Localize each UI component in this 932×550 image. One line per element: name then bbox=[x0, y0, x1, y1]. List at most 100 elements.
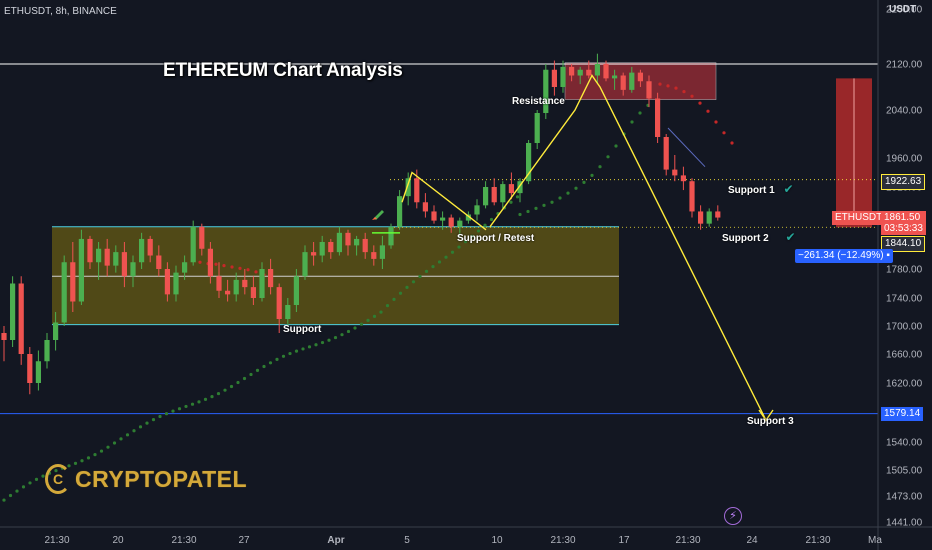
candle-body bbox=[61, 262, 67, 323]
lightning-icon[interactable]: ⚡ bbox=[724, 507, 742, 525]
sar-dot bbox=[73, 461, 78, 465]
candle-body bbox=[663, 137, 669, 170]
candle-body bbox=[698, 211, 704, 224]
sar-dot bbox=[216, 391, 221, 396]
candle-body bbox=[422, 202, 428, 212]
sar-dot bbox=[15, 489, 19, 493]
candle-body bbox=[655, 98, 661, 137]
candle-body bbox=[216, 276, 222, 291]
y-tick-label: 1780.00 bbox=[886, 265, 923, 276]
x-tick-label: 21:30 bbox=[44, 535, 69, 546]
sar-dot bbox=[8, 493, 13, 498]
sar-dot bbox=[682, 90, 686, 94]
candle-body bbox=[139, 238, 145, 263]
sar-dot bbox=[151, 418, 156, 422]
sar-dot bbox=[614, 144, 618, 148]
sar-dot bbox=[372, 314, 377, 319]
y-tick-label: 1441.00 bbox=[886, 518, 923, 529]
y-tick-label: 1960.00 bbox=[886, 154, 923, 165]
y-tick-label: 1620.00 bbox=[886, 379, 923, 390]
candle-body bbox=[672, 169, 678, 176]
support-1-text: Support 1 bbox=[728, 185, 775, 196]
sar-dot bbox=[333, 335, 338, 340]
candle-body bbox=[526, 143, 532, 182]
measure-badge: −261.34 (−12.49%) ▪ bbox=[795, 249, 893, 263]
candle-body bbox=[182, 262, 188, 273]
candle-body bbox=[302, 252, 308, 277]
x-tick-label: 10 bbox=[491, 535, 503, 546]
candle-body bbox=[646, 81, 652, 99]
sar-dot bbox=[566, 191, 570, 195]
sar-dot bbox=[254, 270, 258, 274]
x-tick-label: 21:30 bbox=[550, 535, 575, 546]
sar-dot bbox=[666, 84, 670, 88]
y-tick-label: 1473.00 bbox=[886, 492, 923, 503]
candle-body bbox=[594, 64, 600, 76]
candle-body bbox=[612, 75, 618, 79]
projection-arrow bbox=[489, 74, 767, 421]
sar-dot bbox=[550, 200, 554, 204]
sar-dot bbox=[230, 265, 234, 269]
sar-dot bbox=[558, 196, 562, 200]
candle-body bbox=[250, 287, 256, 298]
sar-dot bbox=[197, 400, 201, 404]
sar-dot bbox=[106, 445, 110, 449]
candle-body bbox=[440, 217, 446, 221]
sar-dot bbox=[275, 357, 279, 361]
sar-dot bbox=[246, 268, 250, 272]
sar-dot bbox=[444, 255, 448, 259]
sar-dot bbox=[590, 173, 594, 177]
candle-body bbox=[78, 238, 84, 302]
candle-body bbox=[27, 354, 33, 383]
currency-label: USDT bbox=[889, 4, 917, 15]
sar-dot bbox=[210, 395, 214, 399]
sar-dot bbox=[722, 131, 726, 135]
logo-text: CRYPTOPATEL bbox=[75, 465, 248, 492]
symbol-tag: ETHUSDT bbox=[832, 211, 886, 225]
candle-body bbox=[689, 181, 695, 212]
symbol-label[interactable]: ETHUSDT, 8h, BINANCE bbox=[4, 6, 117, 17]
sar-dot bbox=[526, 209, 530, 214]
candle-body bbox=[199, 226, 205, 249]
sar-dot bbox=[184, 404, 188, 409]
sar-dot bbox=[255, 368, 260, 372]
sar-dot bbox=[28, 481, 32, 485]
candle-body bbox=[259, 269, 265, 298]
countdown: 03:53:33 bbox=[884, 223, 923, 234]
candle-body bbox=[362, 238, 368, 253]
sar-dot bbox=[392, 297, 396, 301]
sar-dot bbox=[489, 217, 494, 222]
candle-body bbox=[87, 238, 93, 263]
candle-body bbox=[715, 211, 721, 218]
candle-body bbox=[225, 290, 231, 295]
sar-dot bbox=[674, 86, 678, 90]
y-tick-label: 2200.00 bbox=[886, 5, 923, 16]
sar-dot bbox=[574, 186, 578, 190]
last-price: 1861.50 bbox=[884, 212, 921, 223]
sar-dot bbox=[249, 372, 253, 377]
resistance-zone bbox=[564, 62, 717, 100]
x-tick-label: 21:30 bbox=[675, 535, 700, 546]
candle-body bbox=[491, 187, 497, 203]
candle-body bbox=[1, 333, 7, 340]
x-tick-label: 27 bbox=[238, 535, 250, 546]
sar-dot bbox=[359, 322, 364, 326]
sar-dot bbox=[99, 449, 104, 453]
candle-body bbox=[130, 262, 136, 277]
x-tick-label: 21:30 bbox=[805, 535, 830, 546]
x-tick-label: 17 bbox=[618, 535, 630, 546]
sar-dot bbox=[463, 240, 468, 244]
x-tick-label: 24 bbox=[746, 535, 758, 546]
sar-dot bbox=[268, 361, 273, 365]
candle-body bbox=[276, 287, 282, 319]
sar-dot bbox=[431, 264, 435, 269]
candle-body bbox=[96, 248, 102, 263]
candle-body bbox=[156, 255, 162, 269]
candle-body bbox=[569, 66, 575, 76]
candle-body bbox=[293, 276, 299, 305]
sar-dot bbox=[638, 111, 642, 115]
sar-dot bbox=[424, 269, 429, 274]
candle-body bbox=[147, 238, 153, 256]
sar-dot bbox=[67, 464, 71, 468]
sar-dot bbox=[93, 453, 97, 457]
